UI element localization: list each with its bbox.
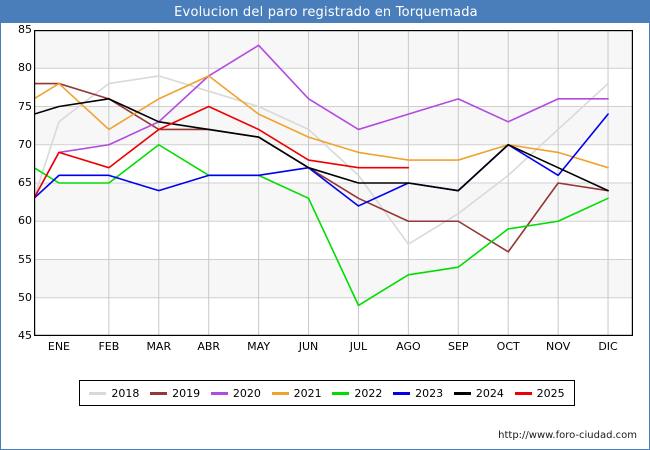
legend-label: 2023 [415, 386, 444, 400]
y-tick-label: 45 [18, 329, 32, 342]
legend-swatch-icon [271, 391, 289, 395]
series-line-2018 [34, 75, 609, 245]
legend-swatch-icon [453, 391, 471, 395]
legend-label: 2024 [475, 386, 504, 400]
window-title-bar: Evolucion del paro registrado en Torquem… [1, 1, 649, 23]
series-line-2025 [34, 105, 410, 200]
x-tick-label-may: MAY [247, 340, 271, 353]
y-tick-label: 80 [18, 61, 32, 75]
series-line-2020 [34, 44, 609, 200]
legend-item-2020[interactable]: 2020 [210, 386, 261, 400]
x-tick-label-dic: DIC [598, 340, 618, 353]
legend-swatch-icon [150, 391, 168, 395]
legend-label: 2022 [354, 386, 383, 400]
grid-band [34, 30, 633, 69]
legend-swatch-icon [332, 391, 350, 395]
legend-label: 2020 [232, 386, 261, 400]
legend-item-2024[interactable]: 2024 [453, 386, 504, 400]
y-tick-label: 70 [18, 137, 32, 151]
legend-label: 2021 [293, 386, 322, 400]
source-url: http://www.foro-ciudad.com [498, 430, 637, 441]
page-title: Evolucion del paro registrado en Torquem… [174, 4, 478, 20]
x-tick-label-nov: NOV [546, 340, 571, 353]
legend-swatch-icon [393, 391, 411, 395]
legend-swatch-icon [89, 391, 107, 395]
y-tick-label: 75 [18, 99, 32, 113]
legend-label: 2019 [172, 386, 201, 400]
x-tick-label-oct: OCT [496, 340, 520, 353]
x-tick-label-jul: JUL [349, 340, 368, 353]
legend-label: 2025 [536, 386, 565, 400]
y-tick-label: 60 [18, 214, 32, 228]
y-axis: 85 80 75 70 65 60 55 50 45 [1, 1, 32, 449]
y-tick-label: 85 [18, 23, 32, 36]
plot-area [34, 30, 633, 336]
legend-item-2019[interactable]: 2019 [150, 387, 200, 400]
grid-band [34, 106, 633, 145]
legend-item-2025[interactable]: 2025 [514, 386, 565, 400]
y-tick-label: 50 [18, 290, 32, 304]
series-line-2022 [34, 143, 609, 307]
x-tick-label-feb: FEB [98, 340, 120, 353]
plot-frame [34, 30, 633, 336]
x-tick-label-ene: ENE [47, 340, 71, 353]
legend-item-2021[interactable]: 2021 [271, 386, 322, 400]
legend-item-2018[interactable]: 2018 [89, 387, 139, 400]
legend-swatch-icon [514, 391, 532, 395]
grid-band [34, 183, 633, 222]
x-tick-label-ago: AGO [396, 340, 421, 353]
x-axis: ENE FEB MAR ABR MAY JUN JUL AGO SEP OCT NOV DIC [34, 340, 633, 356]
chart-legend: 2018 2019 2020 2021 2022 2023 2024 2025 [79, 380, 575, 406]
series-line-2024 [34, 98, 609, 192]
x-tick-label-abr: ABR [197, 340, 221, 353]
x-tick-label-jun: JUN [298, 340, 319, 353]
legend-swatch-icon [210, 391, 228, 395]
x-tick-label-sep: SEP [447, 340, 469, 353]
grid-band [34, 259, 633, 298]
x-tick-label-mar: MAR [146, 340, 172, 353]
chart-svg [34, 30, 633, 336]
legend-item-2022[interactable]: 2022 [332, 387, 382, 400]
y-tick-label: 55 [18, 252, 32, 266]
legend-item-2023[interactable]: 2023 [393, 387, 443, 400]
legend-label: 2018 [111, 386, 140, 400]
y-tick-label: 65 [18, 176, 32, 189]
